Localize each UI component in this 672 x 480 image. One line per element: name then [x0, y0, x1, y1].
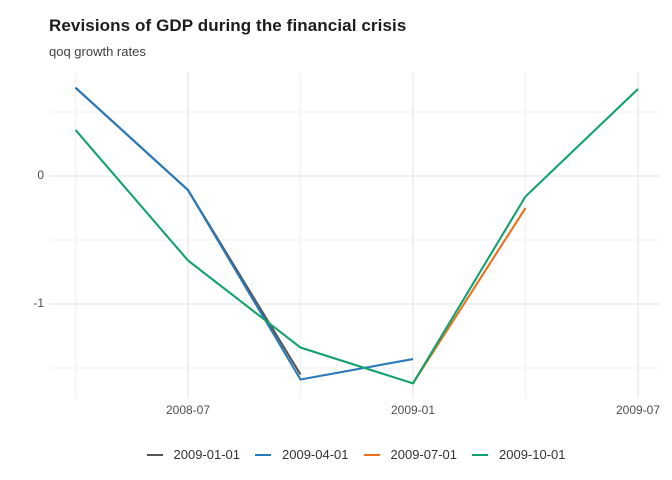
legend-item-label: 2009-10-01: [499, 447, 566, 462]
legend-key-line: [363, 453, 380, 456]
x-axis-tick-label: 2009-01: [390, 403, 436, 417]
legend-item-2009-04-01: 2009-04-01: [255, 447, 349, 462]
y-axis-tick-label: -1: [33, 296, 44, 310]
legend-key-line: [146, 453, 163, 456]
legend-item-label: 2009-01-01: [173, 447, 241, 462]
chart-subtitle: qoq growth rates: [49, 44, 146, 59]
legend-key-line: [255, 453, 271, 456]
chart-legend: 2009-01-01 2009-04-01 2009-07-01 2009-10-01: [20, 447, 672, 462]
y-axis-tick-label: 0: [37, 168, 44, 182]
series-line-2009-04-01: [74, 86, 414, 381]
series-line-2009-10-01: [74, 88, 639, 385]
legend-item-label: 2009-04-01: [282, 447, 349, 462]
chart-title: Revisions of GDP during the financial cr…: [49, 16, 407, 35]
legend-item-2009-10-01: 2009-10-01: [472, 447, 566, 462]
legend-item-2009-01-01: 2009-01-01: [146, 447, 241, 462]
x-axis-tick-label: 2008-07: [165, 403, 211, 417]
legend-item-2009-07-01: 2009-07-01: [363, 447, 458, 462]
legend-key-line: [472, 453, 488, 456]
legend-item-label: 2009-07-01: [390, 447, 458, 462]
x-axis-tick-label: 2009-07: [615, 403, 661, 417]
